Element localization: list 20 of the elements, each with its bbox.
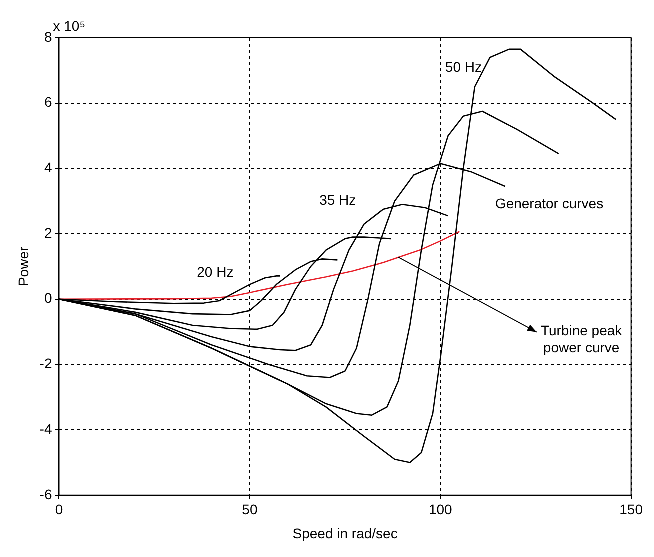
annotation: 50 Hz [445, 59, 482, 76]
y-tick-label: 4 [44, 160, 52, 176]
y-tick-label: 2 [44, 224, 52, 241]
text: x 10⁵ [53, 18, 86, 34]
y-tick-label: -6 [40, 486, 52, 502]
y-axis-title: Power [15, 246, 32, 287]
annotation: 20 Hz [197, 264, 234, 280]
y-tick-label: -4 [40, 420, 52, 437]
x-tick-label: 50 [242, 502, 258, 518]
y-tick-label: 8 [44, 28, 52, 45]
y-tick-label: 6 [44, 94, 52, 110]
y-tick-label: 0 [44, 290, 52, 306]
x-tick-label: 150 [620, 502, 644, 518]
x-tick-label: 0 [55, 502, 64, 518]
annotation: Generator curves [495, 195, 604, 212]
x-tick-label: 100 [428, 502, 453, 518]
x-axis-title: Speed in rad/sec [292, 525, 398, 542]
annotation: 35 Hz [320, 192, 356, 208]
y-tick-label: -2 [40, 356, 52, 372]
annotation: Turbine peak power curve [540, 322, 624, 356]
